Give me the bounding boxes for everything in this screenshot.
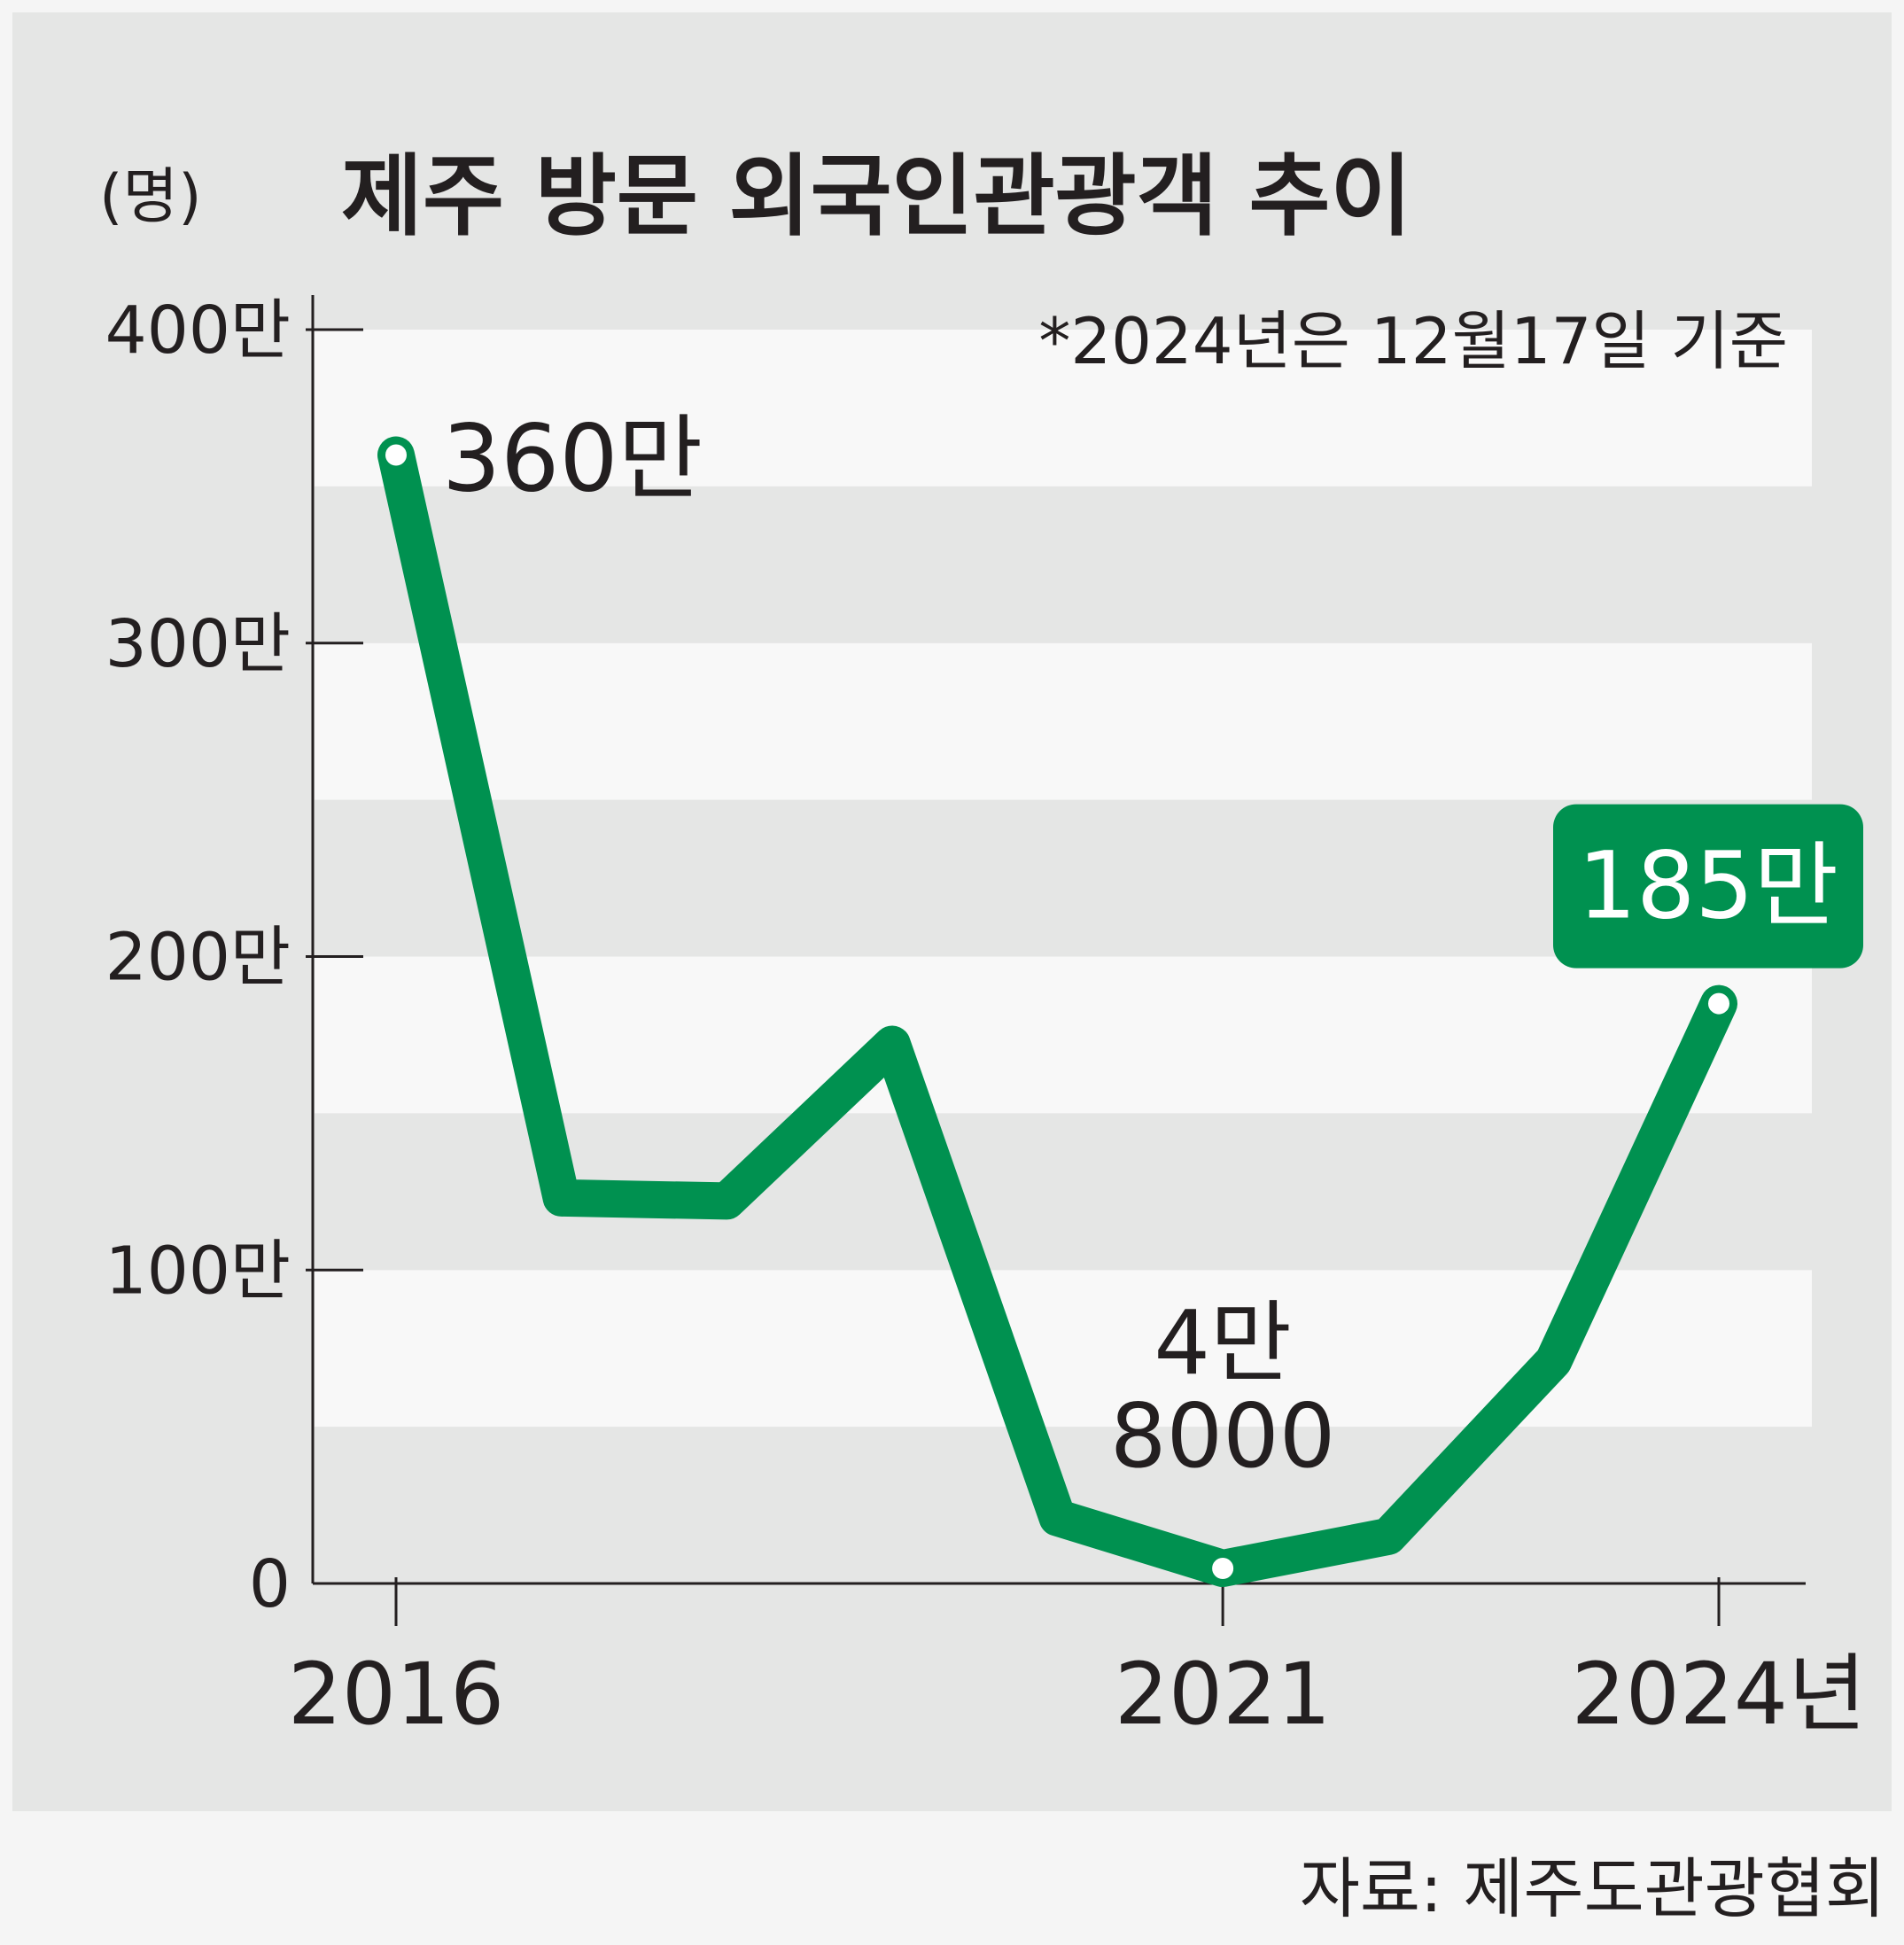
- grid-band: [315, 956, 1812, 1114]
- data-point-marker: [1705, 989, 1733, 1018]
- y-ticks: 0 100만 200만 300만 400만: [105, 292, 363, 1622]
- source-label: 자료: 제주도관광협회: [1300, 1851, 1885, 1927]
- y-tick-label: 0: [249, 1546, 291, 1622]
- data-label: 4만: [1154, 1291, 1292, 1395]
- y-tick-label: 400만: [105, 292, 291, 369]
- series-line: [377, 436, 1737, 1587]
- x-ticks: 2016 2021 2024년: [288, 1577, 1866, 1744]
- data-label: 8000: [1110, 1384, 1336, 1488]
- y-tick-label: 300만: [105, 606, 291, 682]
- x-tick-label: 2021: [1115, 1645, 1331, 1744]
- grid-band: [315, 642, 1812, 800]
- grid-band: [315, 486, 1812, 643]
- grid-band: [315, 292, 1812, 330]
- data-point-marker: [1208, 1554, 1238, 1583]
- data-points: [382, 440, 1733, 1583]
- grid-band: [315, 330, 1812, 486]
- chart-note: *2024년은 12월17일 기준: [1038, 304, 1788, 378]
- data-label-box: [1553, 804, 1863, 969]
- x-tick-label: 2024년: [1572, 1645, 1867, 1744]
- x-tick-label: 2016: [288, 1645, 504, 1744]
- data-label: 360만: [442, 405, 703, 513]
- chart-title: 제주 방문 외국인관광객 추이: [341, 144, 1411, 248]
- unit-label: (명): [99, 162, 202, 232]
- data-label: 185만: [1578, 832, 1838, 940]
- data-point-marker: [382, 440, 410, 470]
- y-tick-label: 200만: [105, 920, 291, 996]
- y-tick-label: 100만: [105, 1233, 291, 1309]
